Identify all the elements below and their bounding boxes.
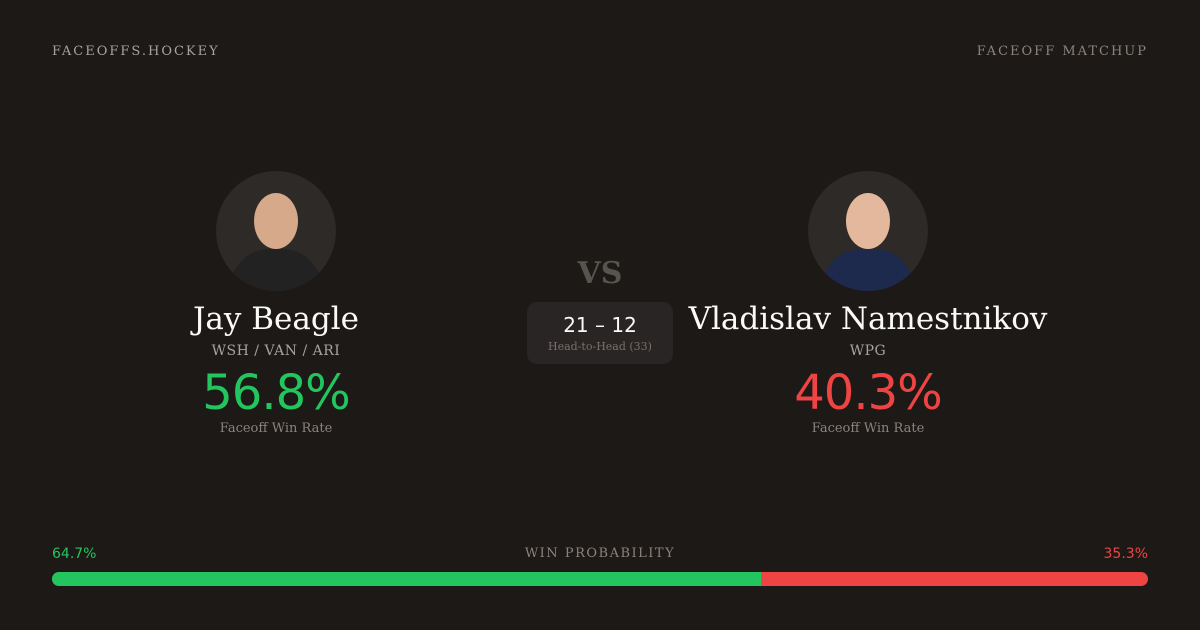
win-probability-label: WIN PROBABILITY bbox=[524, 546, 676, 561]
site-brand: FACEOFFS.HOCKEY bbox=[52, 44, 220, 59]
player-card-left: Jay Beagle WSH / VAN / ARI 56.8% Faceoff… bbox=[76, 171, 476, 436]
player-name: Vladislav Namestnikov bbox=[688, 301, 1048, 337]
win-rate-label: Faceoff Win Rate bbox=[219, 421, 333, 436]
win-probability-bar bbox=[52, 572, 1148, 586]
player-avatar bbox=[808, 171, 928, 291]
win-probability-fill bbox=[52, 572, 762, 586]
left-probability: 64.7% bbox=[52, 546, 97, 562]
player-teams: WPG bbox=[849, 343, 887, 359]
vs-label: VS bbox=[577, 256, 623, 291]
head-to-head-score: 21 – 12 bbox=[563, 313, 637, 337]
player-teams: WSH / VAN / ARI bbox=[211, 343, 341, 359]
player-avatar bbox=[216, 171, 336, 291]
player-card-right: Vladislav Namestnikov WPG 40.3% Faceoff … bbox=[668, 171, 1068, 436]
win-rate: 56.8% bbox=[202, 365, 350, 421]
right-probability: 35.3% bbox=[1103, 546, 1148, 562]
page-type: FACEOFF MATCHUP bbox=[976, 44, 1148, 59]
head-to-head-label: Head-to-Head (33) bbox=[548, 340, 652, 353]
win-rate-label: Faceoff Win Rate bbox=[811, 421, 925, 436]
head-to-head-box: 21 – 12 Head-to-Head (33) bbox=[527, 302, 673, 364]
win-rate: 40.3% bbox=[794, 365, 942, 421]
player-name: Jay Beagle bbox=[193, 301, 359, 337]
